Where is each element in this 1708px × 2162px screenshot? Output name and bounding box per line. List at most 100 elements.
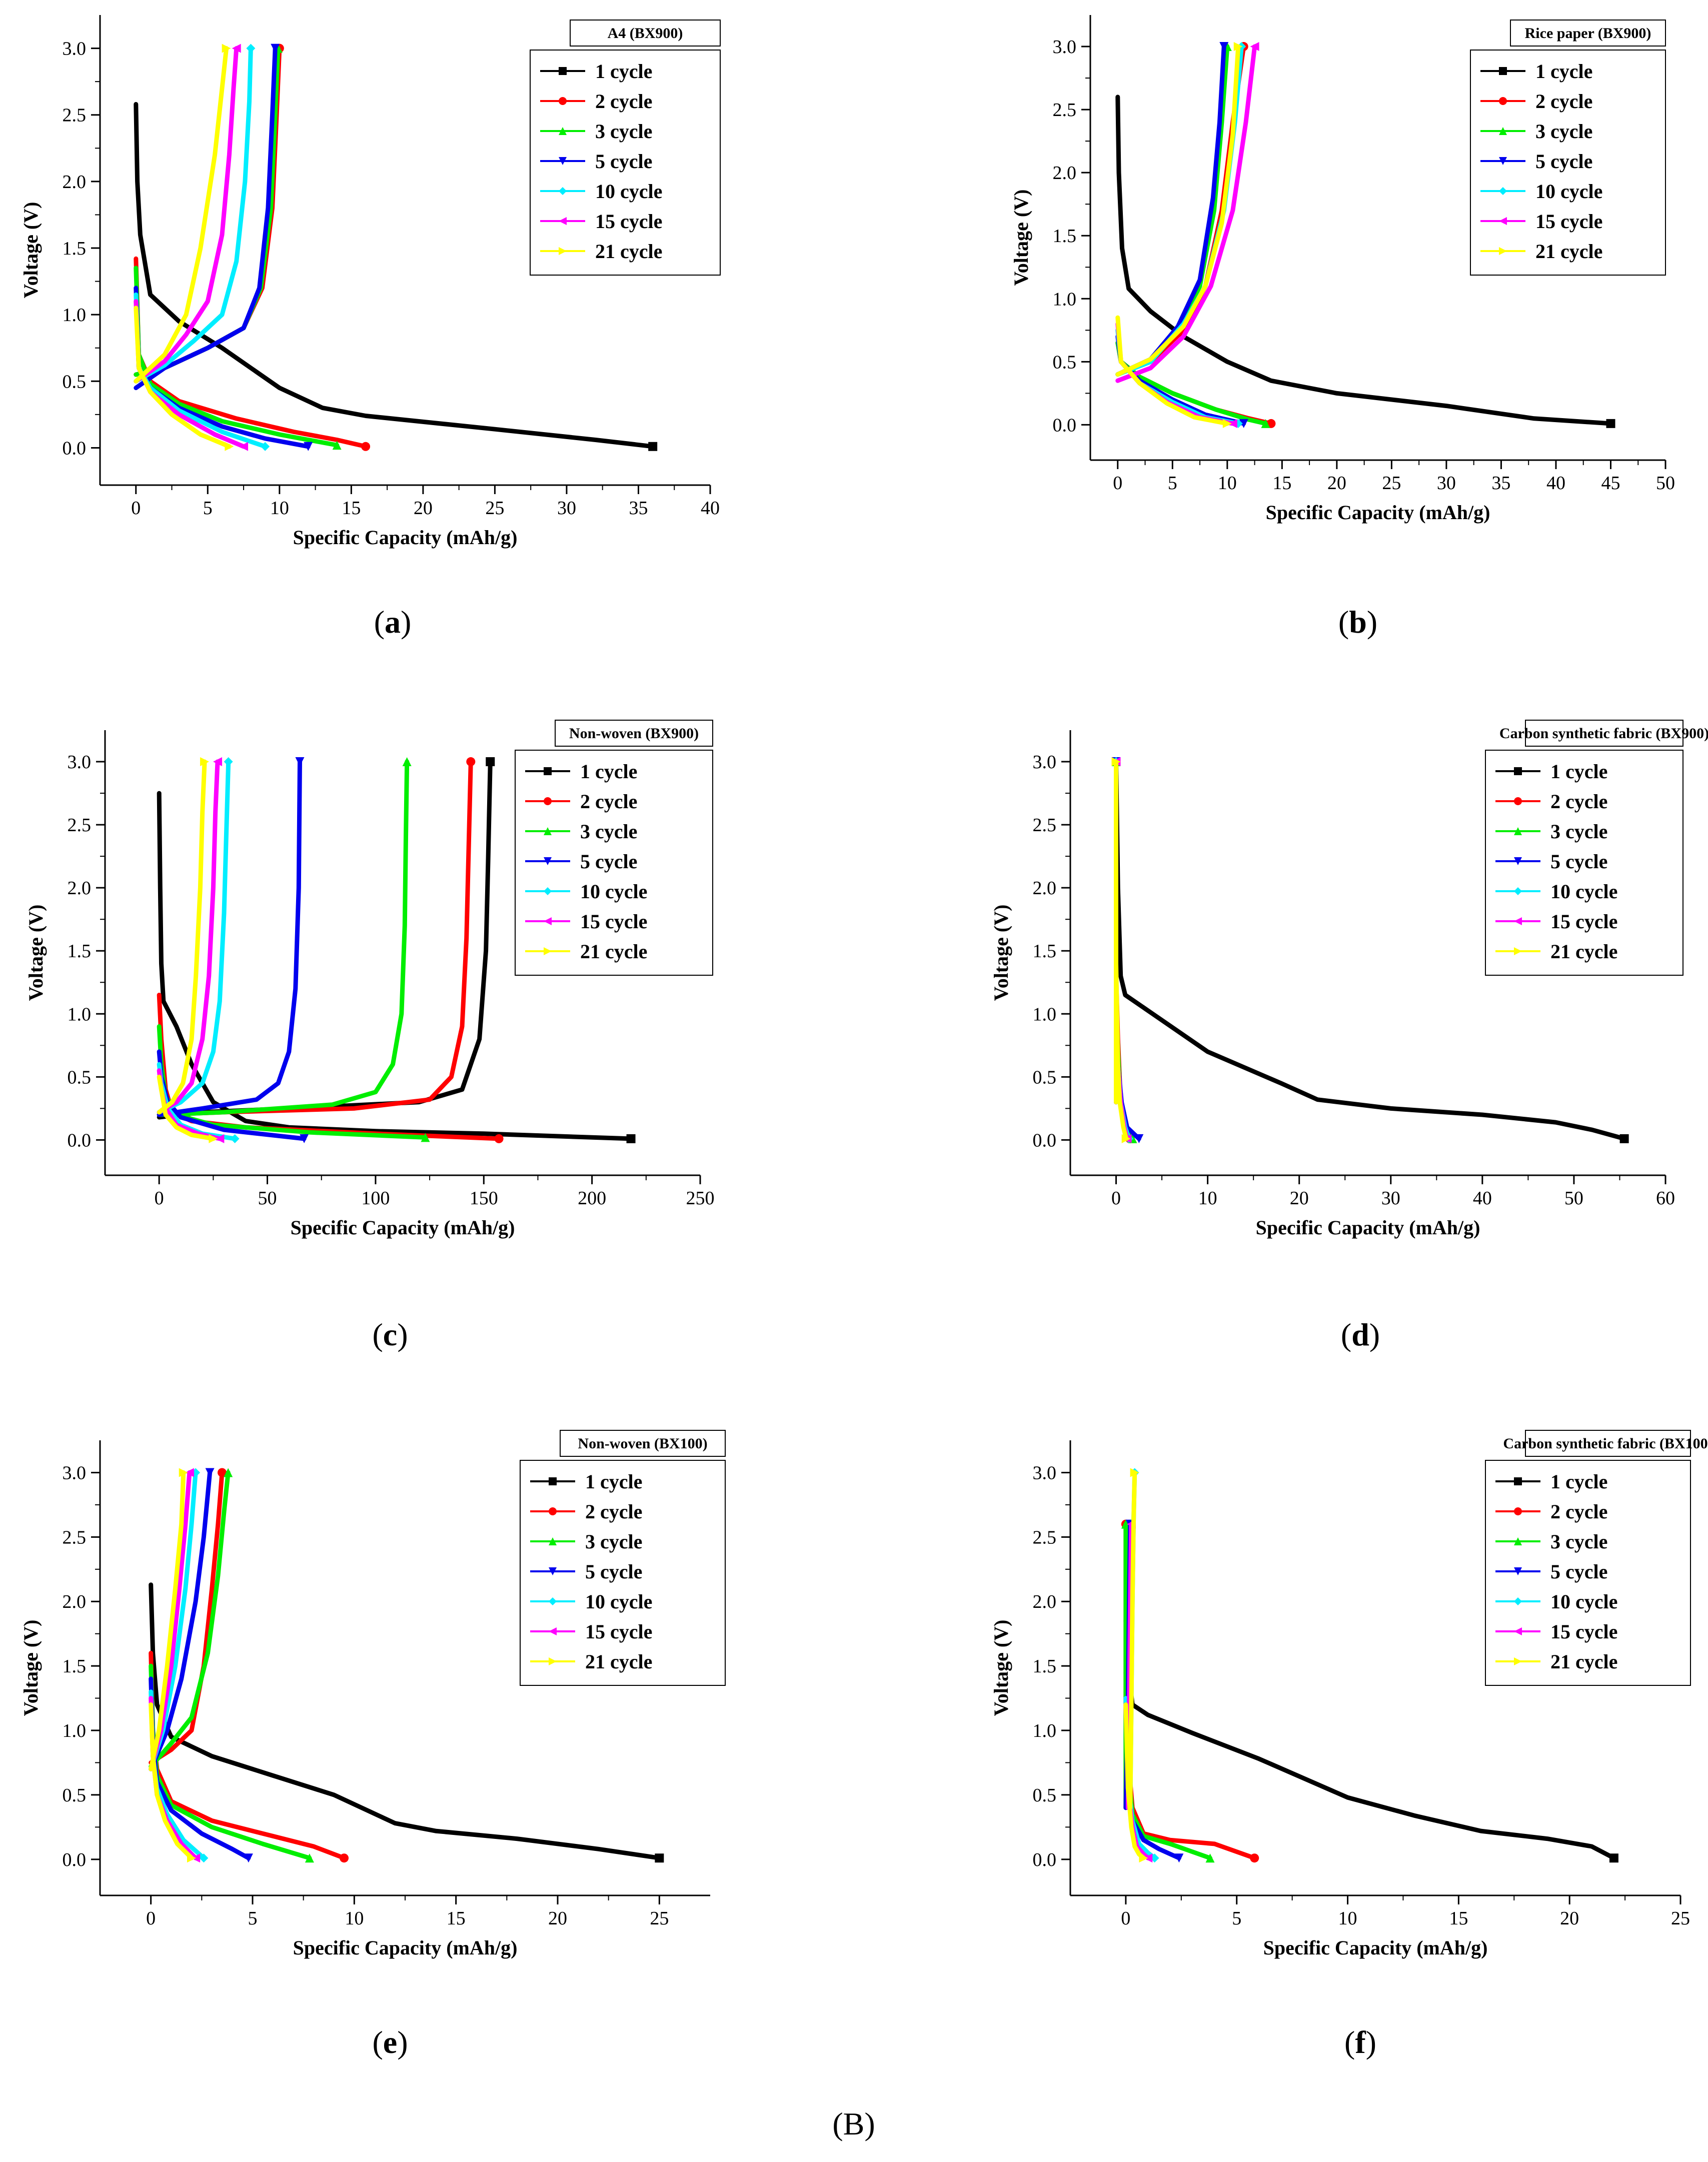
x-tick-label: 25 [1382,473,1401,494]
y-tick-label: 1.0 [1053,289,1077,310]
series-end-marker [332,441,342,450]
x-tick-label: 25 [650,1908,669,1929]
series-group [134,44,658,451]
x-tick-label: 0 [1113,473,1122,494]
y-tick-label: 0.5 [63,1785,87,1806]
legend-marker [549,1537,557,1545]
series-end-marker [1139,1853,1148,1863]
legend-entry: 15 cycle [595,210,662,233]
legend-entry: 2 cycle [580,790,637,813]
series-end-marker [222,44,231,53]
legend-entry: 2 cycle [585,1500,642,1523]
x-tick-label: 15 [447,1908,466,1929]
legend-entry: 10 cycle [585,1590,652,1613]
legend-entry: 15 cycle [580,910,647,933]
series-10-cycle-charge [157,759,231,1115]
x-axis-title: Specific Capacity (mAh/g) [1256,1216,1480,1239]
series-21-cycle-charge [134,46,229,384]
series-1-cycle-discharge [134,102,655,449]
series-group [149,1468,664,1863]
y-tick-label: 1.0 [1033,1720,1057,1741]
x-tick-label: 20 [548,1908,567,1929]
y-axis-title: Voltage (V) [990,905,1012,1001]
series-end-marker [1250,42,1259,52]
series-end-marker [1174,1853,1184,1863]
series-group [1111,757,1629,1143]
x-tick-label: 150 [470,1188,498,1209]
legend-title-box [1510,20,1666,47]
legend-entry: 1 cycle [585,1470,642,1493]
chart-title: Carbon synthetic fabric (BX900) [1499,725,1708,742]
x-tick-label: 15 [1272,473,1291,494]
y-tick-label: 2.5 [68,815,92,836]
series-end-marker [187,1853,196,1863]
legend-entry: 5 cycle [585,1560,642,1583]
y-tick-label: 2.5 [1033,1527,1057,1548]
legend-entry: 21 cycle [1550,940,1617,963]
legend-entry: 5 cycle [595,150,652,173]
series-end-marker [218,1468,227,1477]
y-axis-title: Voltage (V) [20,202,42,299]
y-tick-label: 0.0 [63,1849,87,1870]
series-end-marker [361,442,371,451]
legend-marker [1514,1507,1522,1515]
legend-box [520,1460,726,1686]
series-end-marker [1250,1853,1259,1863]
series-1-cycle-discharge [1115,95,1613,426]
x-tick-label: 15 [342,498,361,519]
series-end-marker [179,1468,188,1477]
legend-marker [1514,947,1522,955]
series-10-cycle-charge [134,46,253,384]
x-tick-label: 10 [1198,1188,1217,1209]
y-tick-label: 1.0 [63,305,87,326]
legend-marker [549,1507,557,1515]
legend-entry: 21 cycle [580,940,647,963]
legend-marker [1514,767,1522,775]
panel-caption: (c) [372,1317,408,1352]
series-21-cycle-charge [1115,44,1241,377]
series-end-marker [1219,42,1229,52]
series-5-cycle-charge [149,1470,213,1771]
y-tick-label: 3.0 [1053,37,1077,58]
legend-marker [544,857,552,865]
x-tick-label: 40 [701,498,720,519]
legend-marker [1514,857,1522,865]
series-end-marker [1111,757,1121,767]
x-axis-title: Specific Capacity (mAh/g) [1266,501,1490,524]
legend-title-box [570,20,721,47]
legend-entry: 10 cycle [580,880,647,903]
legend-marker [549,1627,557,1635]
legend-marker [549,1597,557,1605]
series-end-marker [1228,419,1237,428]
legend-entry: 21 cycle [595,240,662,263]
legend-entry: 10 cycle [1550,1590,1617,1613]
legend-entry: 1 cycle [1535,60,1592,83]
chart-title: Carbon synthetic fabric (BX100) [1503,1435,1708,1452]
y-axis-title: Voltage (V) [990,1620,1012,1716]
series-end-marker [648,442,658,451]
legend-marker [559,187,567,195]
legend-entry: 3 cycle [595,120,652,143]
series-end-marker [224,1468,233,1477]
series-end-marker [305,1853,314,1863]
x-tick-label: 20 [1560,1908,1579,1929]
legend-marker [1499,157,1507,165]
series-1-cycle-discharge [149,1582,662,1860]
legend-entry: 5 cycle [580,850,637,873]
x-tick-label: 5 [248,1908,258,1929]
legend-marker [1514,1597,1522,1605]
x-tick-label: 20 [414,498,433,519]
series-end-marker [185,1468,194,1477]
legend-marker [549,1477,557,1485]
y-tick-label: 2.5 [63,105,87,126]
series-3-cycle-charge [149,1470,231,1769]
legend-entry: 1 cycle [580,760,637,783]
legend-entry: 3 cycle [580,820,637,843]
x-tick-label: 0 [146,1908,156,1929]
x-tick-label: 0 [155,1188,164,1209]
legend-entry: 3 cycle [1535,120,1592,143]
y-tick-label: 2.0 [1033,878,1057,899]
chart-title: Non-woven (BX100) [578,1435,707,1452]
legend-marker [559,97,567,105]
series-15-cycle-charge [1115,44,1257,383]
